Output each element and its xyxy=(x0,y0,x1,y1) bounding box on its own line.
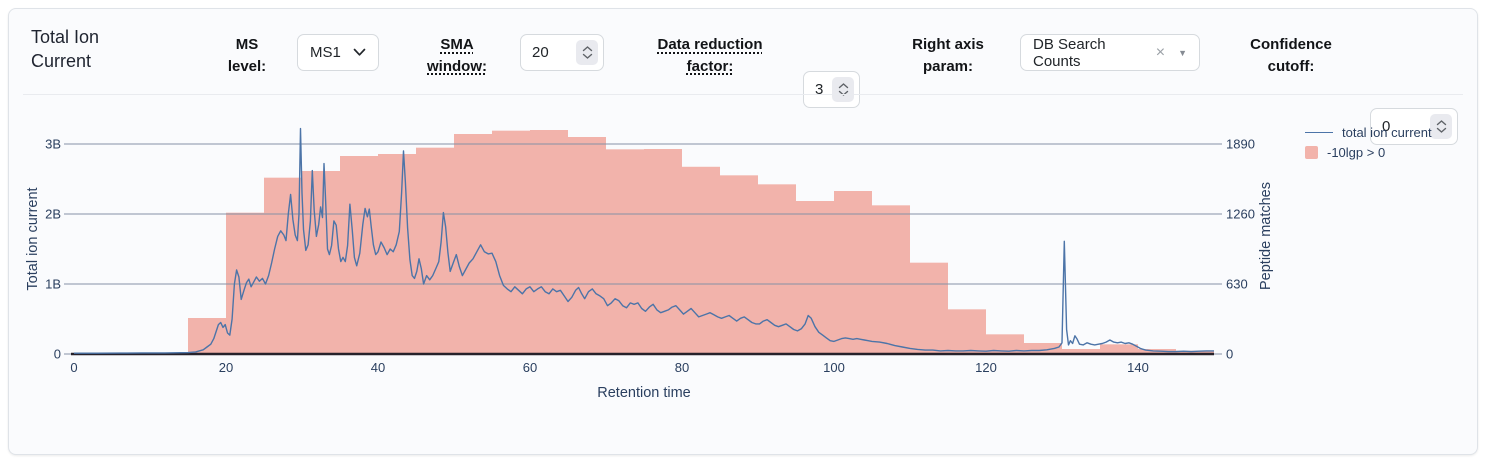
x-tick-label: 20 xyxy=(219,360,233,375)
bar-bin[interactable] xyxy=(454,134,492,354)
bar-bin[interactable] xyxy=(682,166,720,354)
bar-bin[interactable] xyxy=(264,177,302,354)
bar-bin[interactable] xyxy=(1176,350,1214,354)
bar-bin[interactable] xyxy=(226,212,264,354)
left-tick-label: 2B xyxy=(45,207,61,222)
left-tick-label: 1B xyxy=(45,277,61,292)
chevron-down-icon xyxy=(1436,127,1446,133)
right-tick-label: 0 xyxy=(1226,347,1233,362)
right-axis-title: Peptide matches xyxy=(1258,181,1274,291)
right-axis-param-value: DB Search Counts xyxy=(1033,35,1106,70)
left-tick-label: 0 xyxy=(54,347,61,362)
tic-chart-plot[interactable]: 0 1B 2B 3B 0 630 1260 1890 0 20 40 60 80 100 120 140 xyxy=(9,9,1479,456)
bar-bin[interactable] xyxy=(530,130,568,354)
bar-bin[interactable] xyxy=(796,201,834,354)
legend-label: total ion current xyxy=(1342,125,1432,140)
bar-bin[interactable] xyxy=(302,171,340,354)
x-tick-label: 100 xyxy=(823,360,845,375)
bar-bin[interactable] xyxy=(644,149,682,354)
line-swatch-icon xyxy=(1305,132,1333,133)
sma-window-label: SMA window: xyxy=(427,36,487,75)
bar-bin[interactable] xyxy=(568,137,606,354)
left-tick-label: 3B xyxy=(45,137,61,152)
left-axis-title: Total ion current xyxy=(25,187,41,291)
chevron-up-icon xyxy=(838,83,848,89)
chart-legend: total ion current -10lgp > 0 xyxy=(1305,125,1432,160)
data-reduction-factor-label: Data reduction factor: xyxy=(657,36,763,75)
chevron-down-icon xyxy=(582,53,592,59)
bar-bin[interactable] xyxy=(758,184,796,354)
chart-region: 0 1B 2B 3B 0 630 1260 1890 0 20 40 60 80 100 120 140 To… xyxy=(9,9,1477,454)
x-tick-label: 80 xyxy=(675,360,689,375)
right-axis-param-label: Right axis param: xyxy=(912,36,984,75)
page-title: Total Ion Current xyxy=(31,27,100,72)
x-tick-label: 120 xyxy=(975,360,997,375)
right-axis-param-select[interactable]: DB Search Counts × ▼ xyxy=(1020,34,1200,71)
sma-window-input[interactable] xyxy=(532,44,566,61)
chevron-down-icon xyxy=(353,44,366,61)
ms-level-select[interactable]: MS1 xyxy=(297,34,379,71)
right-tick-label: 1890 xyxy=(1226,137,1255,152)
data-reduction-stepper[interactable] xyxy=(832,77,854,102)
bar-bin[interactable] xyxy=(948,309,986,354)
chevron-down-icon xyxy=(838,90,848,96)
x-tick-label: 0 xyxy=(70,360,77,375)
bar-bin[interactable] xyxy=(986,334,1024,354)
chevron-up-icon xyxy=(582,46,592,52)
sma-window-stepper[interactable] xyxy=(576,40,598,65)
sma-window-input-box xyxy=(520,34,604,71)
bar-bin[interactable] xyxy=(1062,349,1100,354)
confidence-cutoff-input[interactable] xyxy=(1382,118,1416,135)
confidence-cutoff-input-box xyxy=(1370,108,1458,145)
bar-bin[interactable] xyxy=(1024,343,1062,354)
bar-bin[interactable] xyxy=(606,149,644,354)
bar-bin[interactable] xyxy=(720,175,758,354)
total-ion-current-card: Total Ion Current MS level: MS1 SMA wind… xyxy=(8,8,1478,455)
ms-level-label: MS level: xyxy=(227,36,267,75)
chart-controls-header: Total Ion Current MS level: MS1 SMA wind… xyxy=(9,9,1477,145)
ms-level-value: MS1 xyxy=(310,44,341,61)
x-tick-label: 140 xyxy=(1127,360,1149,375)
data-reduction-input[interactable] xyxy=(815,81,833,98)
x-tick-label: 40 xyxy=(371,360,385,375)
header-divider xyxy=(23,94,1463,95)
legend-label: -10lgp > 0 xyxy=(1327,145,1386,160)
right-tick-label: 1260 xyxy=(1226,207,1255,222)
chevron-up-icon xyxy=(1436,120,1446,126)
legend-item-total-ion-current[interactable]: total ion current xyxy=(1305,125,1432,140)
data-reduction-input-box xyxy=(803,71,860,108)
bar-bin[interactable] xyxy=(378,154,416,354)
confidence-cutoff-label: Confidence cutoff: xyxy=(1250,36,1332,75)
dropdown-arrow-icon[interactable]: ▼ xyxy=(1178,47,1187,58)
bar-bin[interactable] xyxy=(834,191,872,354)
bar-bin[interactable] xyxy=(910,262,948,354)
bar-bin[interactable] xyxy=(872,205,910,354)
bar-bin[interactable] xyxy=(1100,344,1138,354)
right-tick-label: 630 xyxy=(1226,277,1248,292)
box-swatch-icon xyxy=(1305,146,1318,159)
clear-icon[interactable]: × xyxy=(1155,43,1166,61)
bar-bin[interactable] xyxy=(492,130,530,354)
x-axis-title: Retention time xyxy=(597,385,691,401)
confidence-cutoff-stepper[interactable] xyxy=(1430,114,1452,139)
x-tick-label: 60 xyxy=(523,360,537,375)
legend-item-10lgp[interactable]: -10lgp > 0 xyxy=(1305,145,1432,160)
tic-line-series[interactable] xyxy=(74,127,1214,354)
